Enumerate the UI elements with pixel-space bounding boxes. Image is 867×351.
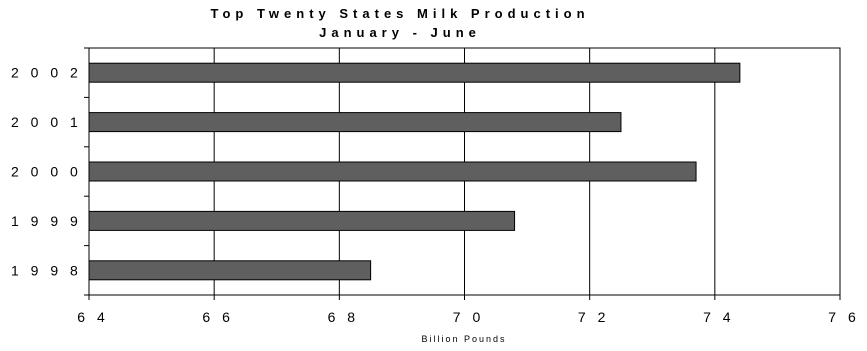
y-tick-label-1998: 1 9 9 8 bbox=[11, 262, 82, 278]
bar-2002 bbox=[88, 62, 741, 83]
chart-subtitle: January - June bbox=[319, 25, 481, 40]
bar-2000 bbox=[88, 161, 697, 182]
x-tick-label: 7 4 bbox=[703, 309, 734, 325]
bar-1998 bbox=[88, 260, 372, 281]
x-tick-label: 6 6 bbox=[202, 309, 233, 325]
y-tick-label-2000: 2 0 0 0 bbox=[11, 164, 82, 180]
y-tick-label-2001: 2 0 0 1 bbox=[11, 114, 82, 130]
x-tick-label: 6 4 bbox=[77, 309, 108, 325]
chart-title: Top Twenty States Milk Production bbox=[210, 6, 589, 21]
y-tick-label-2002: 2 0 0 2 bbox=[11, 65, 82, 81]
x-axis-label: Billion Pounds bbox=[421, 334, 506, 344]
x-tick-label: 7 6 bbox=[828, 309, 859, 325]
axes: 6 4 6 6 6 8 7 0 7 2 7 4 7 6 2 0 0 2 2 0 0 1 2 0 0… bbox=[11, 47, 859, 325]
x-tick-label: 7 2 bbox=[578, 309, 609, 325]
x-tick-label: 6 8 bbox=[328, 309, 359, 325]
x-tick-label: 7 0 bbox=[453, 309, 484, 325]
y-tick-label-1999: 1 9 9 9 bbox=[11, 213, 82, 229]
bars bbox=[88, 62, 741, 281]
bar-1999 bbox=[88, 210, 516, 231]
bar-2001 bbox=[88, 112, 622, 133]
